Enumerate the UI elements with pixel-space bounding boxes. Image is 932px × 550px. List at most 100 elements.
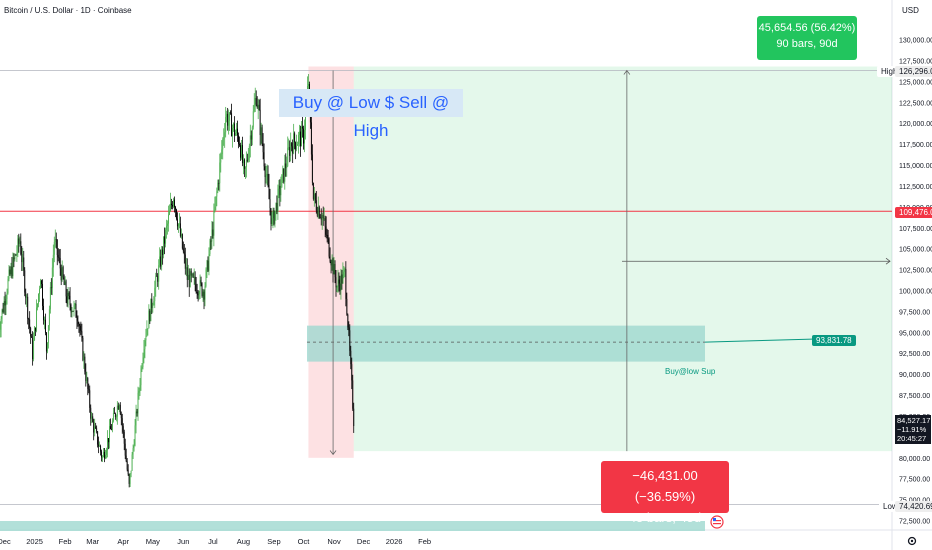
candle-body bbox=[80, 330, 82, 332]
candle-body bbox=[73, 305, 75, 312]
candle-body bbox=[342, 271, 344, 284]
candle-body bbox=[114, 413, 116, 418]
long-position-label[interactable]: 45,654.56 (56.42%) 90 bars, 90d bbox=[757, 16, 857, 60]
candle-body bbox=[199, 280, 201, 294]
candle-body bbox=[59, 258, 61, 269]
candle-body bbox=[283, 168, 285, 182]
candle-body bbox=[152, 305, 154, 309]
candle-body bbox=[139, 385, 141, 391]
long-measure-arrow bbox=[623, 69, 631, 75]
candle-body bbox=[287, 147, 289, 166]
candle-body bbox=[240, 145, 241, 158]
candle-body bbox=[194, 276, 196, 285]
candle-body bbox=[165, 229, 167, 244]
candle-body bbox=[251, 127, 253, 140]
candle-body bbox=[256, 104, 258, 108]
candle-body bbox=[79, 325, 81, 331]
candle-body bbox=[250, 135, 252, 140]
candle-body bbox=[160, 256, 162, 267]
candle-body bbox=[255, 97, 257, 105]
candle-body bbox=[262, 143, 264, 153]
candle-body bbox=[285, 163, 287, 169]
candle-body bbox=[2, 309, 4, 313]
x-tick-label: 2025 bbox=[26, 537, 43, 546]
candle-body bbox=[99, 445, 101, 447]
candle-body bbox=[45, 332, 47, 352]
candle-body bbox=[346, 298, 348, 315]
candle-body bbox=[192, 273, 194, 277]
candle-body bbox=[193, 276, 195, 278]
candle-body bbox=[0, 329, 1, 332]
candle-body bbox=[92, 416, 94, 422]
mid-price-label[interactable]: 93,831.78 bbox=[812, 335, 856, 346]
candle-body bbox=[40, 280, 41, 289]
candle-body bbox=[333, 263, 335, 275]
candle-body bbox=[292, 146, 294, 154]
candle-body bbox=[266, 174, 268, 176]
candle-body bbox=[118, 404, 120, 410]
y-tick-label: 80,000.00 bbox=[899, 456, 930, 463]
candle-body bbox=[218, 182, 220, 184]
candle-body bbox=[348, 327, 350, 331]
candle-body bbox=[147, 328, 149, 330]
candle-body bbox=[85, 371, 87, 381]
candle-body bbox=[161, 249, 163, 267]
candle-body bbox=[294, 133, 296, 143]
candle-body bbox=[107, 438, 108, 451]
candle-body bbox=[15, 254, 17, 256]
candle-body bbox=[181, 234, 183, 249]
candle-body bbox=[311, 154, 313, 183]
candle-body bbox=[88, 388, 90, 391]
candle-body bbox=[243, 159, 245, 169]
x-axis-ticks: Dec 2025 Feb Mar Apr May Jun Jul Aug Sep Oct Nov Dec… bbox=[0, 537, 431, 546]
strategy-banner[interactable]: Buy @ Low $ Sell @ High bbox=[279, 89, 463, 140]
candle-body bbox=[159, 256, 161, 266]
long-position-area bbox=[353, 66, 892, 452]
candle-body bbox=[32, 337, 34, 360]
candle-body bbox=[253, 104, 255, 112]
candle-body bbox=[12, 257, 14, 277]
candle-body bbox=[112, 412, 114, 422]
candle-body bbox=[37, 303, 38, 308]
candle-body bbox=[330, 261, 332, 266]
x-tick-label: Apr bbox=[117, 537, 129, 546]
candle-body bbox=[237, 128, 238, 136]
candle-body bbox=[87, 378, 89, 389]
candle-body bbox=[86, 378, 88, 381]
candle-body bbox=[44, 319, 46, 333]
candle-body bbox=[208, 254, 210, 271]
candle-body bbox=[246, 159, 248, 161]
short-position-label[interactable]: −46,431.00 (−36.59%) 45 bars, 45d bbox=[601, 461, 729, 525]
candle-body bbox=[282, 168, 284, 175]
candle-body bbox=[54, 239, 56, 242]
y-tick-label: 130,000.00 bbox=[899, 38, 932, 45]
candle-body bbox=[187, 274, 189, 280]
candle-body bbox=[206, 260, 208, 270]
candle-body bbox=[195, 284, 197, 293]
currency-label[interactable]: USD bbox=[902, 6, 919, 15]
candle-body bbox=[55, 239, 57, 241]
candle-body bbox=[164, 236, 166, 244]
flag-canton-icon bbox=[713, 518, 716, 521]
candle-body bbox=[134, 425, 136, 446]
candle-body bbox=[169, 210, 170, 215]
long-position-gain: 45,654.56 (56.42%) bbox=[758, 22, 856, 34]
candle-body bbox=[328, 238, 330, 257]
candle-body bbox=[74, 303, 76, 306]
candle-body bbox=[3, 301, 5, 313]
candle-body bbox=[203, 291, 205, 300]
y-tick-label: 95,000.00 bbox=[899, 330, 930, 337]
y-tick-label: 107,500.00 bbox=[899, 226, 932, 233]
candle-body bbox=[36, 307, 38, 331]
candle-body bbox=[298, 135, 300, 145]
candle-body bbox=[0, 318, 2, 330]
y-tick-label: 77,500.00 bbox=[899, 477, 930, 484]
candle-body bbox=[154, 287, 156, 302]
candle-body bbox=[129, 473, 131, 484]
candle-body bbox=[179, 223, 181, 237]
candle-body bbox=[216, 191, 218, 197]
candle-body bbox=[65, 281, 67, 297]
candle-body bbox=[34, 327, 36, 341]
